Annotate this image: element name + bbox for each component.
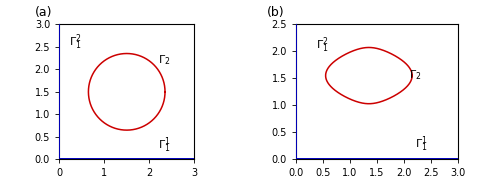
Text: $\Gamma_1^2$: $\Gamma_1^2$ xyxy=(69,32,82,52)
Text: (b): (b) xyxy=(266,6,284,19)
Text: $\Gamma_1^1$: $\Gamma_1^1$ xyxy=(158,135,171,155)
Text: (a): (a) xyxy=(35,6,52,19)
Text: $\Gamma_2$: $\Gamma_2$ xyxy=(410,69,422,82)
Text: $\Gamma_1^1$: $\Gamma_1^1$ xyxy=(415,135,428,154)
Text: $\Gamma_1^2$: $\Gamma_1^2$ xyxy=(316,35,329,55)
Text: $\Gamma_2$: $\Gamma_2$ xyxy=(158,53,170,67)
